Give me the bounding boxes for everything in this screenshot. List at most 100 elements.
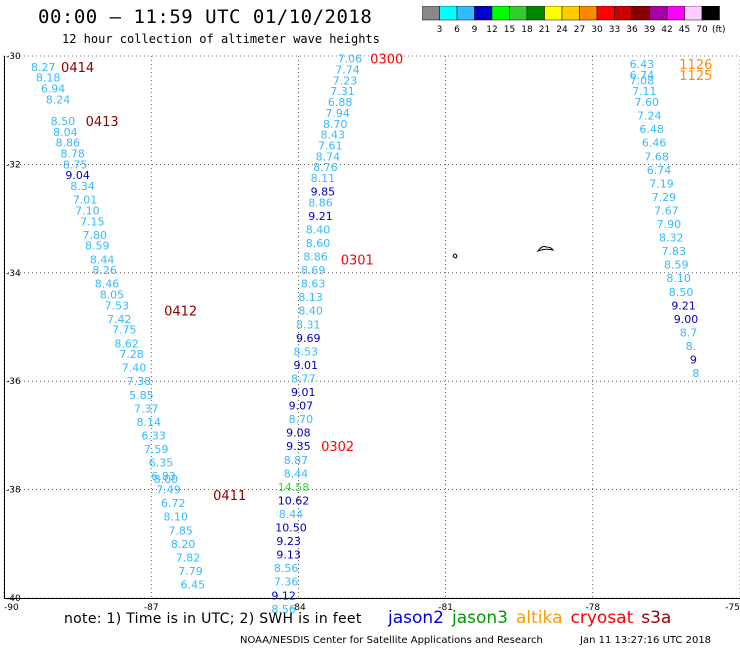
wave-height-label: 8.78 [60, 148, 85, 161]
wave-height-label: 8.70 [289, 413, 314, 426]
wave-height-label: 8.62 [114, 337, 139, 350]
wave-height-label: 8.87 [284, 454, 309, 467]
wave-height-label: 9.69 [296, 332, 321, 345]
wave-height-label: 8.56 [274, 562, 299, 575]
wave-height-label: 7.79 [178, 565, 203, 578]
wave-height-label: 8.40 [298, 305, 323, 318]
island-outline [452, 253, 458, 259]
wave-height-label: 8.10 [163, 511, 188, 524]
wave-height-label: 6.45 [181, 578, 206, 591]
wave-height-label: 7.83 [662, 245, 687, 258]
wave-height-label: 10.50 [275, 522, 307, 535]
wave-height-label: 7.82 [176, 551, 201, 564]
wave-height-label: 8.59 [664, 259, 689, 272]
pass-time-label: 0411 [213, 489, 246, 504]
wave-height-label: 8.32 [659, 232, 684, 245]
wave-height-label: 6.35 [149, 457, 174, 470]
legend-item-jason3: jason3 [452, 608, 508, 628]
legend-item-s3a: s3a [641, 608, 672, 628]
wave-height-label: 8.44 [279, 508, 304, 521]
y-tick-label: -34 [6, 269, 21, 279]
colorbar-tick-label: 27 [574, 25, 585, 35]
colorbar-tick-label: 70 [696, 25, 708, 35]
wave-height-label: 7.23 [333, 74, 358, 87]
wave-height-label: 7.42 [107, 313, 132, 326]
island-outline [536, 246, 555, 253]
wave-height-label: 9.35 [286, 440, 311, 453]
legend-item-jason2: jason2 [388, 608, 444, 628]
track-altika: 6.436.747.087.117.607.246.486.467.686.74… [630, 58, 713, 380]
wave-height-label: 9.07 [289, 400, 314, 413]
x-tick-label: -87 [144, 603, 159, 613]
colorbar-tick-label: 33 [609, 25, 620, 35]
wave-height-label: 9.01 [291, 386, 316, 399]
legend-item-cryosat: cryosat [570, 608, 634, 628]
wave-height-label: 9.13 [276, 549, 301, 562]
wave-height-label: 8.00 [154, 473, 179, 486]
wave-height-label: 9.23 [276, 535, 301, 548]
colorbar-swatch [701, 6, 720, 21]
colorbar-tick-label: 30 [591, 25, 603, 35]
wave-height-label: 7.74 [335, 64, 360, 77]
y-tick-label: -38 [6, 486, 21, 496]
wave-height-label: 8.50 [51, 115, 76, 128]
wave-height-label: 7.15 [80, 215, 105, 228]
wave-height-label: 8.63 [301, 278, 326, 291]
wave-height-label: 8.44 [90, 253, 115, 266]
wave-height-label: 9.21 [671, 299, 696, 312]
wave-height-label: 7.61 [318, 139, 343, 152]
wave-height-label: 7.67 [654, 204, 679, 217]
wave-height-label: 6.74 [647, 164, 672, 177]
wave-height-label: 8. [686, 340, 697, 353]
wave-height-label: 7.38 [127, 375, 152, 388]
wave-height-label: 8.04 [53, 126, 78, 139]
wave-height-label: 8.10 [666, 272, 691, 285]
wave-height-label: 8.74 [316, 150, 341, 163]
chart-title: 00:00 – 11:59 UTC 01/10/2018 [38, 6, 373, 28]
wave-height-label: 8.11 [311, 172, 336, 185]
wave-height-label: 6.74 [630, 69, 655, 82]
wave-height-label: 8.69 [301, 264, 326, 277]
wave-height-label: 8.86 [308, 196, 333, 209]
wave-height-label: 8.40 [306, 223, 331, 236]
y-tick-label: -36 [6, 377, 21, 387]
timestamp-text: Jan 11 13:27:16 UTC 2018 [580, 635, 712, 646]
wave-height-label: 8 [692, 367, 699, 380]
wave-height-label: 7.60 [635, 96, 660, 109]
track-s3a: 8.278.186.948.24 8.508.048.868.788.759.04… [31, 61, 246, 592]
wave-height-label: 7.24 [637, 110, 662, 123]
wave-height-label: 6.94 [41, 83, 66, 96]
credit-text: NOAA/NESDIS Center for Satellite Applica… [240, 635, 543, 646]
wave-height-label: 7.10 [75, 204, 100, 217]
wave-height-label: 9.04 [65, 169, 90, 182]
wave-height-label: 6.43 [630, 58, 655, 71]
wave-height-label: 8.05 [100, 288, 125, 301]
wave-height-label: 8.31 [296, 318, 321, 331]
plot-axes [4, 56, 740, 599]
wave-height-label: 8.18 [36, 72, 61, 85]
wave-height-label: 5.85 [129, 389, 154, 402]
wave-height-label: 9.12 [271, 589, 296, 602]
wave-height-label: 6.33 [141, 429, 166, 442]
wave-height-label: 8.24 [46, 93, 71, 106]
y-tick-label: -30 [6, 52, 21, 62]
units-note: note: 1) Time is in UTC; 2) SWH is in fe… [64, 611, 362, 627]
x-tick-label: -75 [725, 603, 740, 613]
y-tick-label: -40 [6, 594, 21, 604]
wave-height-label: 7.75 [112, 324, 137, 337]
y-tick-label: -32 [6, 160, 21, 170]
track-cryosat: 7.067.747.237.316.887.948.708.437.618.74… [271, 53, 403, 616]
island-outlines [452, 246, 555, 259]
wave-height-label: 7.19 [649, 177, 674, 190]
wave-height-label: 7.28 [119, 348, 144, 361]
pass-time-label: 1126 [679, 58, 712, 73]
legend-item-altika: altika [516, 608, 563, 628]
wave-height-label: 8.26 [92, 264, 117, 277]
wave-height-label: 9.08 [286, 427, 311, 440]
colorbar-tick-label: 24 [556, 25, 568, 35]
colorbar-tick-label: 45 [679, 25, 690, 35]
pass-time-label: 0413 [86, 115, 119, 130]
wave-height-label: 7.59 [144, 443, 169, 456]
wave-height-label: 8.43 [320, 129, 345, 142]
